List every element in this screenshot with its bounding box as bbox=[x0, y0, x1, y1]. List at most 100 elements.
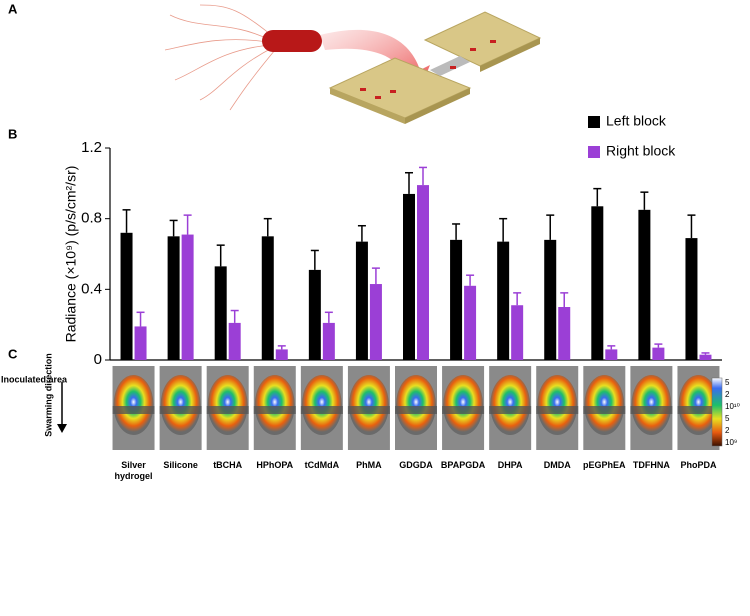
image-band bbox=[395, 406, 437, 414]
bar bbox=[322, 322, 335, 360]
bar bbox=[417, 185, 429, 360]
image-band bbox=[630, 406, 673, 414]
image-band bbox=[442, 406, 485, 414]
y-tick-label: 1.2 bbox=[81, 139, 102, 156]
bar bbox=[120, 232, 133, 360]
error-bar bbox=[371, 267, 380, 285]
image-glow bbox=[348, 375, 389, 435]
x-tick-label: BPAPGDA bbox=[440, 460, 486, 470]
x-tick-label: DMDA bbox=[543, 460, 571, 470]
bar bbox=[450, 239, 463, 360]
image-band bbox=[347, 406, 390, 414]
bar bbox=[228, 322, 241, 360]
image-band bbox=[583, 406, 626, 414]
error-bar bbox=[654, 343, 663, 348]
image-glow bbox=[160, 375, 201, 435]
x-tick-label: tCdMdA bbox=[304, 460, 340, 470]
image-band bbox=[112, 406, 155, 414]
colorbar-label: 5 bbox=[725, 414, 730, 423]
bar bbox=[638, 209, 651, 360]
legend-swatch bbox=[588, 116, 600, 128]
bar bbox=[275, 349, 288, 360]
direction-arrowhead bbox=[57, 424, 67, 433]
bar bbox=[214, 266, 227, 360]
panel-label: A bbox=[8, 1, 18, 16]
bar bbox=[699, 354, 712, 360]
colorbar bbox=[711, 377, 723, 447]
y-tick-label: 0.8 bbox=[81, 210, 102, 227]
error-bar bbox=[499, 217, 508, 242]
bar bbox=[369, 284, 382, 360]
colorbar-label: 2 bbox=[725, 390, 730, 399]
colorbar-label: 10⁹ bbox=[725, 438, 737, 447]
image-glow bbox=[490, 375, 531, 435]
image-glow bbox=[396, 375, 436, 435]
image-band bbox=[253, 406, 296, 414]
y-axis-label: Radiance (×10⁹) (p/s/cm²/sr) bbox=[63, 166, 79, 343]
error-bar bbox=[419, 166, 427, 186]
bar bbox=[134, 326, 147, 360]
error-bar bbox=[216, 244, 225, 267]
error-bar bbox=[183, 214, 192, 235]
x-tick-label: HPhOPA bbox=[256, 460, 294, 470]
x-tick-label: pEGPhEA bbox=[583, 460, 626, 470]
bar bbox=[464, 285, 477, 360]
image-glow bbox=[537, 375, 578, 435]
error-bar bbox=[230, 309, 239, 323]
panel-label: B bbox=[8, 126, 17, 141]
error-bar bbox=[701, 352, 710, 355]
image-band bbox=[536, 406, 579, 414]
image-band bbox=[300, 406, 343, 414]
bar bbox=[685, 238, 698, 360]
bar bbox=[403, 193, 415, 360]
image-band bbox=[677, 406, 720, 414]
annotation: Inoculated area bbox=[1, 374, 68, 384]
x-tick-label: DHPA bbox=[497, 460, 523, 470]
colorbar-label: 2 bbox=[725, 426, 730, 435]
error-bar bbox=[122, 209, 131, 233]
image-glow bbox=[207, 375, 248, 435]
bar bbox=[605, 349, 618, 360]
bar bbox=[652, 347, 665, 360]
error-bar bbox=[546, 214, 555, 240]
bacterium bbox=[262, 30, 322, 52]
error-bar bbox=[357, 224, 366, 242]
bar bbox=[167, 236, 180, 360]
y-tick-label: 0 bbox=[94, 351, 102, 368]
colorbar-label: 5 bbox=[725, 378, 730, 387]
image-glow bbox=[443, 375, 484, 435]
x-tick-label: GDGDA bbox=[399, 460, 433, 470]
bar bbox=[308, 269, 321, 360]
legend-label: Right block bbox=[606, 143, 676, 159]
panel-label: C bbox=[8, 346, 18, 361]
colorbar-label: 10¹⁰ bbox=[725, 402, 740, 411]
bar bbox=[261, 236, 274, 360]
error-bar bbox=[452, 223, 461, 240]
error-bar bbox=[310, 249, 319, 270]
error-bar bbox=[687, 214, 696, 239]
x-tick-label: PhoPDA bbox=[680, 460, 717, 470]
error-bar bbox=[466, 274, 475, 286]
error-bar bbox=[593, 187, 602, 207]
image-band bbox=[206, 406, 249, 414]
legend-swatch bbox=[588, 146, 600, 158]
bar bbox=[181, 234, 194, 360]
error-bar bbox=[405, 171, 413, 194]
bar bbox=[591, 206, 604, 360]
error-bar bbox=[169, 219, 178, 237]
image-band bbox=[489, 406, 532, 414]
x-tick-label: Silver hydrogel bbox=[114, 460, 153, 481]
annotation: Swarming direction bbox=[43, 353, 53, 437]
legend-label: Left block bbox=[606, 113, 667, 129]
error-bar bbox=[640, 191, 649, 210]
image-glow bbox=[301, 375, 342, 435]
image-glow bbox=[254, 375, 295, 435]
error-bar bbox=[263, 217, 272, 237]
image-glow bbox=[113, 375, 154, 435]
image-glow bbox=[678, 375, 719, 435]
bar bbox=[497, 241, 510, 360]
x-tick-label: Silicone bbox=[163, 460, 198, 470]
error-bar bbox=[324, 311, 333, 323]
